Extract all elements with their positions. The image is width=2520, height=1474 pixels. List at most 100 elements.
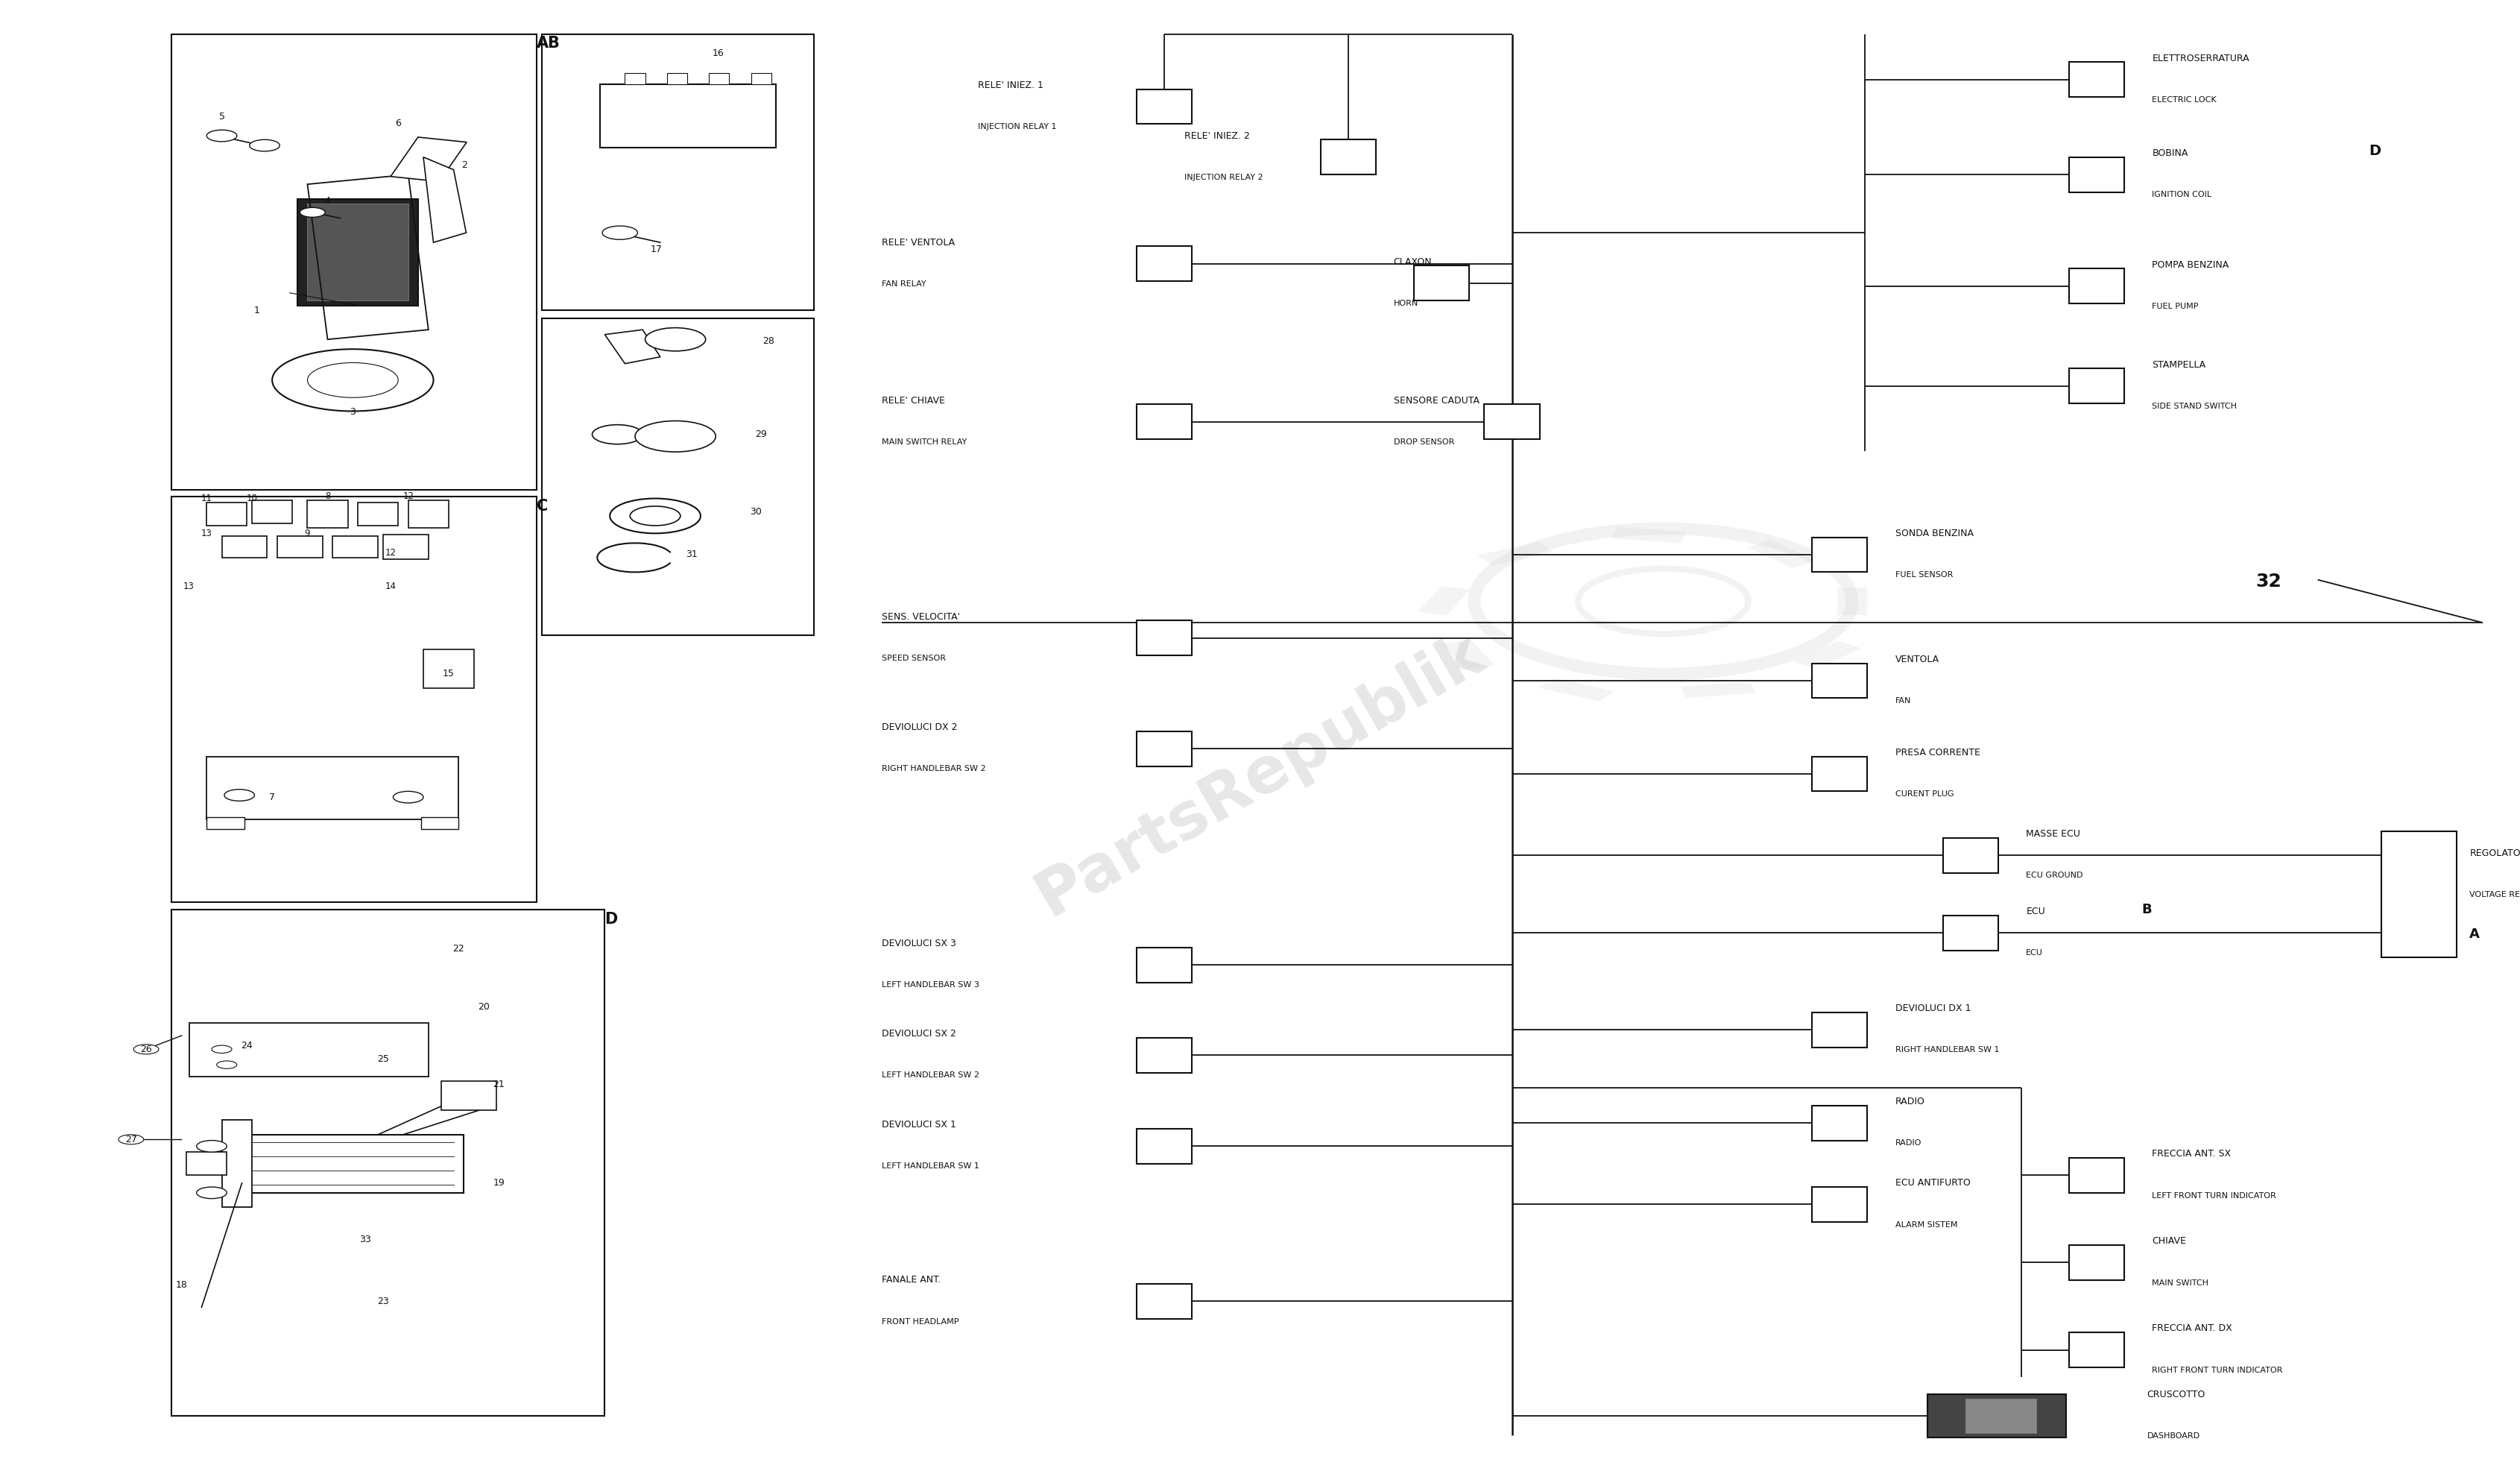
Bar <box>222 1120 252 1207</box>
Circle shape <box>272 349 433 411</box>
Bar <box>2069 368 2124 404</box>
Text: VENTOLA: VENTOLA <box>1895 654 1938 665</box>
Bar <box>1477 542 1552 566</box>
Text: HORN: HORN <box>1394 299 1419 307</box>
Circle shape <box>197 1141 227 1153</box>
Text: RELE' INIEZ. 1: RELE' INIEZ. 1 <box>978 81 1043 90</box>
Bar <box>1928 1394 2066 1437</box>
Text: DEVIOLUCI DX 2: DEVIOLUCI DX 2 <box>882 722 958 733</box>
Bar <box>1610 528 1686 544</box>
Circle shape <box>645 327 706 351</box>
Text: 7: 7 <box>270 793 275 802</box>
Text: D: D <box>605 911 617 927</box>
Bar <box>423 650 474 688</box>
Text: PartsRepublik: PartsRepublik <box>1026 622 1494 929</box>
Text: DROP SENSOR: DROP SENSOR <box>1394 438 1454 445</box>
Bar <box>1137 731 1192 766</box>
Text: 12: 12 <box>403 492 413 501</box>
Text: BOBINA: BOBINA <box>2152 149 2187 158</box>
Text: STAMPELLA: STAMPELLA <box>2152 360 2205 370</box>
Bar <box>1137 948 1192 982</box>
Bar <box>1812 1106 1867 1141</box>
Bar <box>1137 1129 1192 1163</box>
Polygon shape <box>423 158 466 242</box>
Text: POMPA BENZINA: POMPA BENZINA <box>2152 259 2230 270</box>
Text: 5: 5 <box>219 112 224 121</box>
Text: 16: 16 <box>713 49 723 57</box>
Circle shape <box>224 790 255 800</box>
Text: B: B <box>2142 904 2152 917</box>
Bar <box>186 1153 227 1175</box>
Bar <box>2069 1332 2124 1368</box>
Bar <box>1137 246 1192 282</box>
Text: FANALE ANT.: FANALE ANT. <box>882 1275 940 1285</box>
Text: 10: 10 <box>247 494 257 503</box>
Polygon shape <box>605 330 660 364</box>
Text: RELE' INIEZ. 2: RELE' INIEZ. 2 <box>1184 131 1250 140</box>
Text: ALARM SISTEM: ALARM SISTEM <box>1895 1220 1958 1228</box>
Bar <box>358 503 398 526</box>
Text: PRESA CORRENTE: PRESA CORRENTE <box>1895 747 1981 758</box>
Bar <box>207 756 459 820</box>
Bar <box>600 84 776 147</box>
Text: RADIO: RADIO <box>1895 1097 1925 1107</box>
Text: D: D <box>2369 144 2381 158</box>
Bar <box>297 199 418 305</box>
Text: 32: 32 <box>2255 573 2281 591</box>
Text: MAIN SWITCH RELAY: MAIN SWITCH RELAY <box>882 438 968 445</box>
Text: A: A <box>537 35 549 50</box>
Circle shape <box>212 1045 232 1052</box>
Bar <box>708 72 728 84</box>
Text: FRECCIA ANT. SX: FRECCIA ANT. SX <box>2152 1150 2230 1159</box>
Bar <box>242 1135 464 1192</box>
Bar <box>171 497 537 902</box>
Text: 28: 28 <box>764 336 774 346</box>
Text: ECU: ECU <box>2026 949 2044 957</box>
Text: RADIO: RADIO <box>1895 1139 1920 1147</box>
Bar <box>542 34 814 311</box>
Text: 31: 31 <box>685 550 698 560</box>
Text: 17: 17 <box>650 245 663 254</box>
Text: ELETTROSERRATURA: ELETTROSERRATURA <box>2152 53 2250 63</box>
Text: REGOLATORE: REGOLATORE <box>2470 849 2520 858</box>
Text: RELE' VENTOLA: RELE' VENTOLA <box>882 237 955 248</box>
Bar <box>1812 756 1867 792</box>
Bar <box>1137 1038 1192 1073</box>
Text: 25: 25 <box>378 1054 388 1064</box>
Bar <box>1414 265 1469 301</box>
Text: 1: 1 <box>255 305 260 315</box>
Text: RELE' CHIAVE: RELE' CHIAVE <box>882 395 945 405</box>
Text: CLAXON: CLAXON <box>1394 256 1431 267</box>
Text: C: C <box>537 498 549 513</box>
Circle shape <box>635 422 716 453</box>
Text: LEFT FRONT TURN INDICATOR: LEFT FRONT TURN INDICATOR <box>2152 1192 2276 1200</box>
Text: ECU GROUND: ECU GROUND <box>2026 871 2084 880</box>
Bar <box>1812 663 1867 699</box>
Text: B: B <box>547 35 559 50</box>
Text: 21: 21 <box>494 1079 504 1089</box>
Text: 29: 29 <box>756 429 766 439</box>
Text: FRECCIA ANT. DX: FRECCIA ANT. DX <box>2152 1324 2233 1334</box>
Bar <box>2069 158 2124 192</box>
Text: 30: 30 <box>751 507 761 517</box>
Text: DEVIOLUCI SX 2: DEVIOLUCI SX 2 <box>882 1029 958 1039</box>
Text: 9: 9 <box>305 529 310 538</box>
Text: 19: 19 <box>494 1178 504 1188</box>
Bar <box>1537 678 1615 702</box>
Bar <box>207 818 244 828</box>
Text: ELECTRIC LOCK: ELECTRIC LOCK <box>2152 96 2218 103</box>
Text: 20: 20 <box>479 1002 489 1011</box>
Text: FRONT HEADLAMP: FRONT HEADLAMP <box>882 1318 960 1325</box>
Bar <box>1943 837 1998 873</box>
Text: MAIN SWITCH: MAIN SWITCH <box>2152 1279 2208 1287</box>
Bar <box>441 1082 496 1110</box>
Bar <box>277 537 323 557</box>
Circle shape <box>249 140 280 152</box>
Bar <box>751 72 771 84</box>
Bar <box>307 500 348 528</box>
Bar <box>1681 681 1756 697</box>
Bar <box>1943 915 1998 951</box>
Bar <box>1966 1399 2036 1433</box>
Text: SENSORE CADUTA: SENSORE CADUTA <box>1394 395 1479 405</box>
Text: 2: 2 <box>461 161 466 170</box>
